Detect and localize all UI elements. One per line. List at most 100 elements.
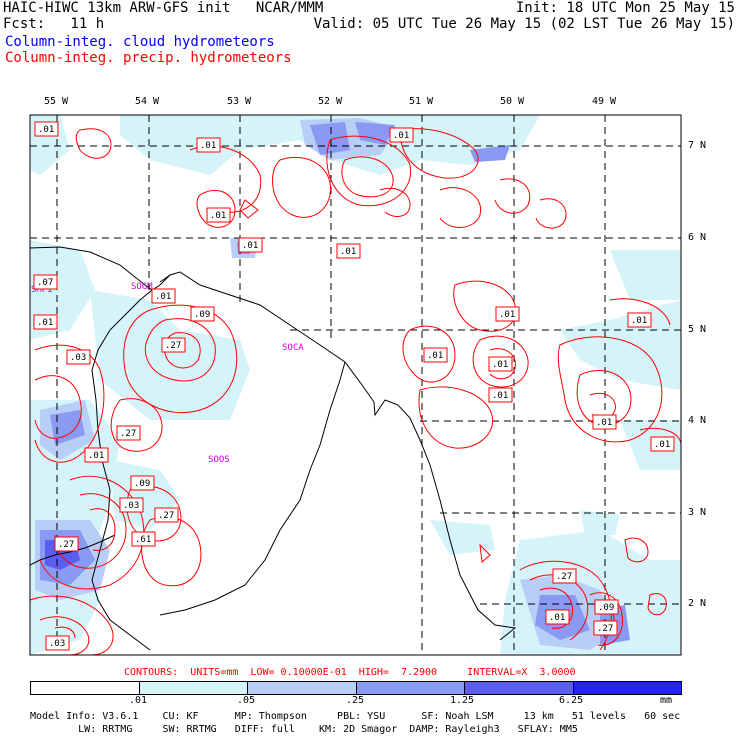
contour-label: .61 — [131, 531, 156, 547]
svg-text:.01: .01 — [596, 418, 612, 428]
station-labels: SMPI SOGM SOCA SOOS — [31, 282, 304, 465]
svg-text:.01: .01 — [492, 360, 508, 370]
contour-label: .03 — [66, 349, 91, 365]
contour-label: .27 — [552, 568, 577, 584]
contour-label: .27 — [54, 536, 79, 552]
contour-label: .01 — [33, 314, 58, 330]
svg-text:.01: .01 — [340, 247, 356, 257]
svg-text:.09: .09 — [134, 479, 150, 489]
contour-label: .03 — [45, 635, 70, 651]
svg-text:.61: .61 — [135, 535, 151, 545]
contour-label: .03 — [119, 497, 144, 513]
coastline — [30, 246, 517, 651]
svg-text:.09: .09 — [598, 603, 614, 613]
svg-text:.01: .01 — [210, 211, 226, 221]
svg-text:.27: .27 — [165, 341, 181, 351]
contour-label: .01 — [84, 447, 109, 463]
colorbar-bin-0 — [31, 682, 140, 694]
footer-physics-info: LW: RRTMG SW: RRTMG DIFF: full KM: 2D Sm… — [30, 724, 578, 735]
init-time: Init: 18 UTC Mon 25 May 15 — [515, 0, 735, 16]
station-smpi: SMPI — [31, 285, 53, 295]
colorbar-bin-2 — [248, 682, 357, 694]
lon-label-54w: 54 W — [135, 96, 160, 107]
lat-label-3n: 3 N — [688, 507, 707, 518]
lat-label-5n: 5 N — [688, 324, 707, 335]
contour-label: .01 — [423, 347, 448, 363]
lat-lon-grid — [30, 115, 681, 655]
lon-label-55w: 55 W — [44, 96, 69, 107]
contour-label: .01 — [650, 436, 675, 452]
contour-label: .01 — [336, 243, 361, 259]
colorbar-units: mm — [660, 695, 673, 706]
legend-precip-label: Column-integ. precip. hydrometeors — [5, 50, 292, 66]
contour-label: .01 — [151, 288, 176, 304]
svg-text:.01: .01 — [492, 391, 508, 401]
svg-text:.07: .07 — [37, 278, 53, 288]
contour-label: .09 — [130, 475, 155, 491]
svg-text:.01: .01 — [38, 125, 54, 135]
station-soos: SOOS — [208, 455, 230, 465]
contour-label: .07 — [33, 274, 58, 290]
svg-text:.01: .01 — [631, 316, 647, 326]
svg-text:.27: .27 — [120, 429, 136, 439]
contour-label: .01 — [206, 207, 231, 223]
contour-label: .01 — [545, 609, 570, 625]
footer-model-info: Model Info: V3.6.1 CU: KF MP: Thompson P… — [30, 711, 681, 722]
lon-label-52w: 52 W — [318, 96, 343, 107]
colorbar-bin-5 — [573, 682, 681, 694]
svg-text:.01: .01 — [37, 318, 53, 328]
contour-labels: .01 .01 .01 .01 .01 .01 .07 .01 .09 .27 … — [33, 121, 675, 651]
colorbar-bin-4 — [465, 682, 574, 694]
colorbar — [30, 681, 682, 695]
cloud-shading — [30, 115, 681, 655]
contour-label: .01 — [238, 237, 263, 253]
contour-label: .01 — [488, 356, 513, 372]
contour-label: .27 — [154, 507, 179, 523]
map-frame — [29, 114, 682, 656]
contour-label: .01 — [34, 121, 59, 137]
contour-label: .01 — [592, 414, 617, 430]
svg-text:.01: .01 — [200, 141, 216, 151]
colorbar-bin-1 — [139, 682, 248, 694]
lat-label-2n: 2 N — [688, 598, 707, 609]
station-soca: SOCA — [282, 343, 304, 353]
contour-label: .01 — [495, 306, 520, 322]
svg-text:.01: .01 — [393, 131, 409, 141]
svg-text:.01: .01 — [499, 310, 515, 320]
contour-info: CONTOURS: UNITS=mm LOW= 0.10000E-01 HIGH… — [124, 667, 576, 678]
contour-label: .01 — [627, 312, 652, 328]
station-sogm: SOGM — [131, 282, 153, 292]
contour-label: .01 — [389, 127, 414, 143]
svg-text:.27: .27 — [58, 540, 74, 550]
valid-time: Valid: 05 UTC Tue 26 May 15 (02 LST Tue … — [313, 16, 735, 32]
colorbar-bin-3 — [356, 682, 465, 694]
svg-text:.27: .27 — [597, 624, 613, 634]
contour-label: .09 — [190, 306, 215, 322]
lon-label-49w: 49 W — [592, 96, 617, 107]
svg-text:.01: .01 — [427, 351, 443, 361]
svg-text:.01: .01 — [155, 292, 171, 302]
svg-text:.01: .01 — [242, 241, 258, 251]
svg-text:.03: .03 — [123, 501, 139, 511]
lat-label-6n: 6 N — [688, 232, 707, 243]
lon-label-50w: 50 W — [500, 96, 525, 107]
contour-label: .09 — [594, 599, 619, 615]
contour-label: .01 — [196, 137, 221, 153]
colorbar-tick-1: .05 — [237, 695, 256, 706]
colorbar-tick-3: 1.25 — [450, 695, 475, 706]
contour-label: .27 — [593, 620, 618, 636]
svg-text:.27: .27 — [556, 572, 572, 582]
svg-text:.01: .01 — [88, 451, 104, 461]
colorbar-tick-2: .25 — [346, 695, 365, 706]
forecast-hour: Fcst: 11 h — [3, 16, 105, 32]
lat-label-7n: 7 N — [688, 140, 707, 151]
lat-label-4n: 4 N — [688, 415, 707, 426]
svg-text:.03: .03 — [49, 639, 65, 649]
svg-text:.01: .01 — [549, 613, 565, 623]
svg-text:.01: .01 — [654, 440, 670, 450]
contour-label: .27 — [116, 425, 141, 441]
colorbar-tick-4: 6.25 — [559, 695, 584, 706]
colorbar-tick-0: .01 — [129, 695, 148, 706]
header-title: HAIC-HIWC 13km ARW-GFS init NCAR/MMM — [3, 0, 324, 16]
